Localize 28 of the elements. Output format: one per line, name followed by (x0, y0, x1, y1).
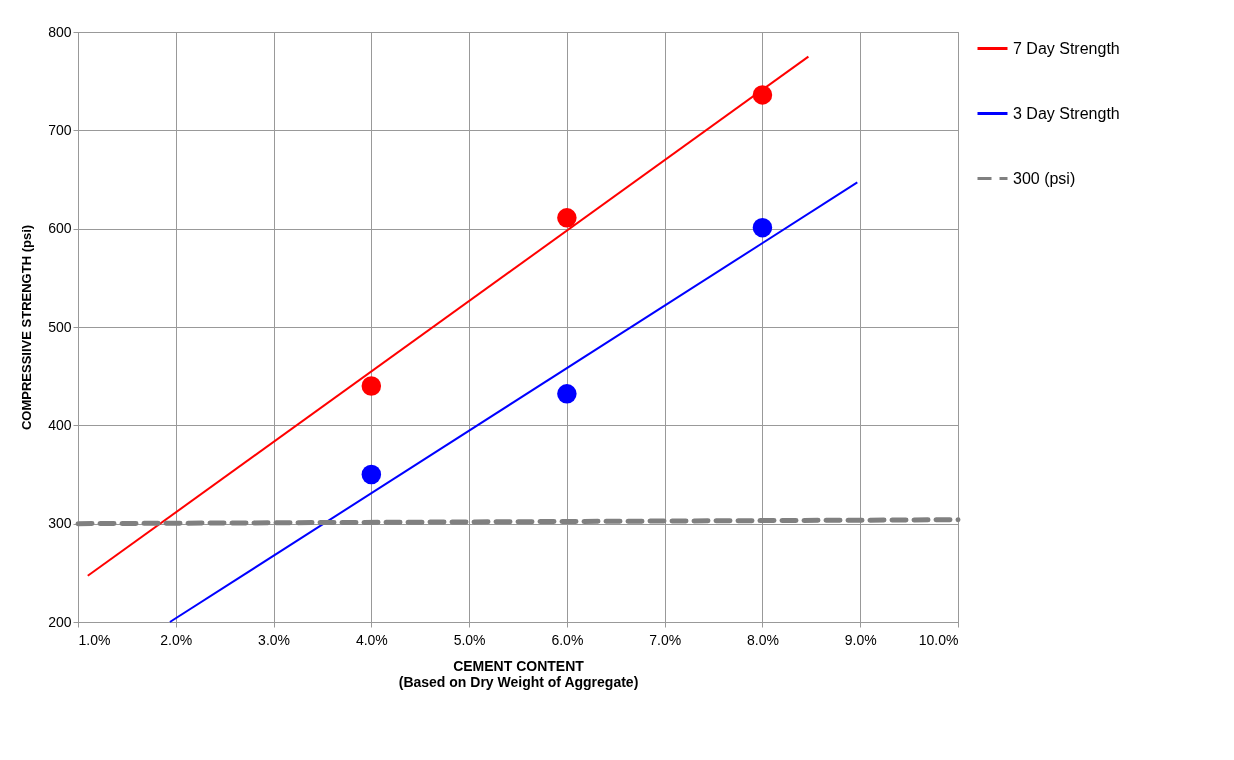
y-tick-label: 200 (48, 613, 72, 630)
point (557, 384, 577, 404)
y-tick-label: 500 (48, 318, 72, 335)
x-tick-label: 7.0% (649, 631, 682, 648)
point (752, 85, 773, 105)
x-tick-label: 8.0% (746, 631, 779, 648)
legend-label: 7 Day Strength (1013, 39, 1120, 57)
y-axis-title: COMPRESSIIVE STRENGTH (psi) (19, 224, 35, 431)
x-tick-label: 4.0% (355, 631, 388, 648)
y-tick-label: 600 (48, 220, 72, 237)
legend-label: 300 (psi) (1013, 169, 1076, 187)
point (557, 208, 577, 228)
point (361, 464, 382, 485)
point (361, 376, 382, 396)
y-tick-label: 400 (48, 416, 72, 433)
y-tick-label: 800 (48, 23, 72, 40)
x-tick-label: 6.0% (551, 631, 584, 648)
y-tick-label: 300 (48, 515, 72, 532)
x-tick-label: 10.0% (918, 631, 959, 648)
point (752, 217, 773, 238)
x-tick-label: 1.0% (78, 631, 111, 648)
x-tick-label: 3.0% (258, 631, 291, 648)
y-tick-label: 700 (48, 121, 72, 138)
legend-label: 3 Day Strength (1013, 104, 1120, 122)
x-tick-label: 5.0% (453, 631, 486, 648)
x-axis-title: CEMENT CONTENT (Based on Dry Weight of Aggregate) (398, 657, 639, 690)
x-tick-label: 2.0% (160, 631, 193, 648)
x-tick-label: 9.0% (844, 631, 877, 648)
